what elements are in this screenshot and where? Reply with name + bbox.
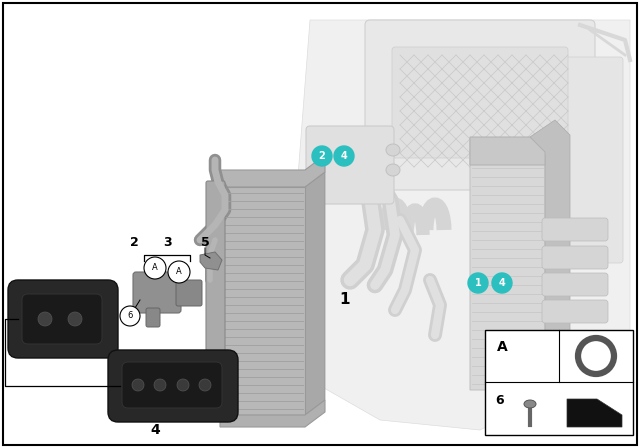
Text: A: A — [497, 340, 508, 354]
Bar — [485, 330, 633, 435]
Polygon shape — [567, 399, 622, 427]
Circle shape — [199, 379, 211, 391]
Circle shape — [68, 312, 82, 326]
FancyBboxPatch shape — [108, 350, 238, 422]
Circle shape — [132, 379, 144, 391]
Ellipse shape — [386, 144, 400, 156]
FancyBboxPatch shape — [306, 126, 394, 204]
Text: 2: 2 — [130, 237, 138, 250]
FancyBboxPatch shape — [122, 362, 222, 408]
Polygon shape — [290, 20, 630, 430]
Polygon shape — [220, 400, 325, 427]
FancyBboxPatch shape — [176, 280, 202, 306]
Ellipse shape — [386, 164, 400, 176]
Polygon shape — [220, 187, 305, 415]
FancyBboxPatch shape — [542, 300, 608, 323]
Text: 6: 6 — [495, 394, 504, 407]
Text: 6: 6 — [127, 311, 132, 320]
Polygon shape — [305, 172, 325, 415]
Circle shape — [312, 146, 332, 166]
Polygon shape — [470, 137, 545, 165]
Circle shape — [154, 379, 166, 391]
FancyBboxPatch shape — [557, 57, 623, 263]
Text: 4: 4 — [499, 278, 506, 288]
Text: A: A — [176, 267, 182, 276]
Text: 1: 1 — [340, 293, 350, 307]
Circle shape — [120, 306, 140, 326]
FancyBboxPatch shape — [542, 273, 608, 296]
FancyBboxPatch shape — [133, 272, 181, 313]
Text: 1: 1 — [475, 278, 481, 288]
FancyBboxPatch shape — [206, 181, 225, 421]
Text: 5: 5 — [200, 237, 209, 250]
Text: 2: 2 — [319, 151, 325, 161]
Ellipse shape — [524, 400, 536, 408]
FancyBboxPatch shape — [22, 294, 102, 344]
Text: 4: 4 — [340, 151, 348, 161]
Polygon shape — [530, 120, 570, 390]
Circle shape — [334, 146, 354, 166]
Text: 4: 4 — [150, 423, 160, 437]
FancyBboxPatch shape — [146, 308, 160, 327]
Circle shape — [468, 273, 488, 293]
FancyBboxPatch shape — [542, 218, 608, 241]
Circle shape — [177, 379, 189, 391]
Circle shape — [168, 261, 190, 283]
Circle shape — [144, 257, 166, 279]
FancyBboxPatch shape — [392, 47, 568, 158]
Polygon shape — [470, 140, 545, 390]
Polygon shape — [200, 252, 222, 270]
Polygon shape — [220, 155, 325, 187]
Circle shape — [38, 312, 52, 326]
FancyBboxPatch shape — [365, 20, 595, 190]
Circle shape — [492, 273, 512, 293]
Text: A: A — [152, 263, 158, 272]
FancyBboxPatch shape — [8, 280, 118, 358]
Text: 3: 3 — [164, 237, 172, 250]
FancyBboxPatch shape — [542, 246, 608, 269]
